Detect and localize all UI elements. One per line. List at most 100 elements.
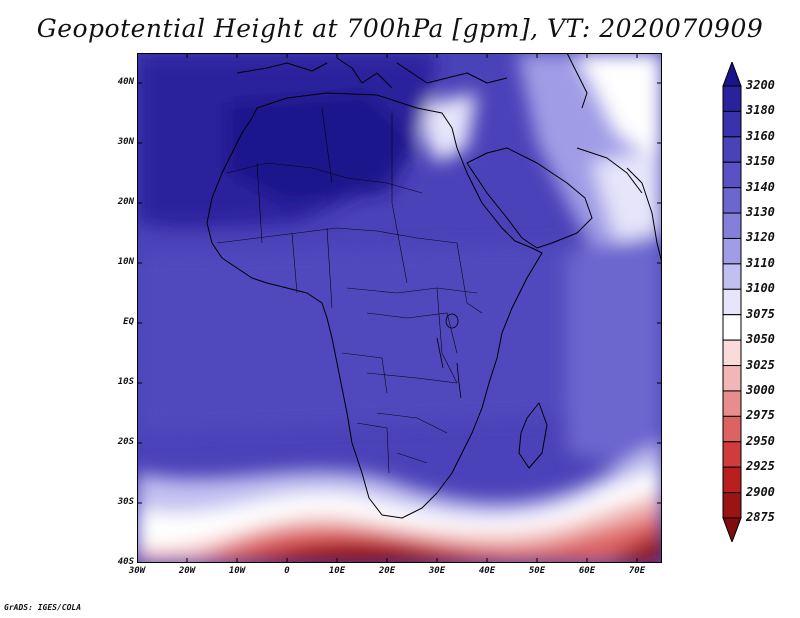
colorbar-level-label: 3050 (746, 332, 775, 347)
coastlines (206, 53, 662, 519)
colorbar-level-label: 2900 (746, 484, 775, 499)
colorbar-level-label: 2950 (746, 433, 775, 448)
colorbar-segment (722, 339, 742, 367)
border-angola (341, 352, 388, 394)
colorbar-level-label: 3150 (746, 154, 775, 169)
colorbar-segment (722, 466, 742, 494)
europe-coast-2 (336, 57, 393, 89)
lat-tick-label: EQ (123, 317, 134, 327)
height-field (137, 53, 662, 563)
lake-victoria (445, 313, 459, 329)
map-frame (137, 53, 662, 563)
country-borders (216, 107, 483, 474)
border-chad-sudan (391, 202, 408, 284)
border-algeria-libya (321, 107, 333, 184)
low-center (267, 548, 467, 563)
lon-tick-label: 0 (284, 566, 290, 576)
colorbar-level-label: 3200 (746, 78, 775, 92)
colorbar-level-label: 3025 (746, 357, 775, 372)
border-drc (366, 312, 458, 354)
colorbar-level-label: 3130 (746, 205, 775, 220)
colorbar-level-label: 3140 (746, 179, 775, 194)
lon-tick-label: 70E (628, 566, 646, 576)
light-zone-iran (577, 53, 662, 163)
tropical-band (137, 243, 662, 433)
high-zone-sahara (227, 93, 417, 203)
colorbar-level-label: 3120 (746, 230, 775, 245)
colorbar-level-label: 3180 (746, 103, 775, 118)
colorbar-level-label: 3000 (746, 382, 775, 397)
lon-tick-label: 10W (228, 566, 246, 576)
lat-tick-label: 30N (117, 137, 134, 147)
border-central (346, 287, 478, 294)
border-east-2 (436, 287, 458, 384)
lon-tick-label: 10E (328, 566, 346, 576)
colorbar-level-label: 3160 (746, 128, 775, 143)
lon-tick-label: 30E (428, 566, 446, 576)
map-canvas (137, 53, 662, 563)
colorbar-segment (722, 441, 742, 468)
colorbar-segment (722, 161, 742, 189)
lake-malawi (456, 362, 462, 399)
border-mali (256, 162, 263, 244)
lon-tick-label: 20E (378, 566, 396, 576)
colorbar-segment (722, 110, 742, 138)
arabia-east (576, 147, 643, 194)
colorbar-segment (722, 187, 742, 214)
lat-tick-label: 20S (117, 437, 134, 447)
border-southern-2 (376, 412, 448, 434)
lon-tick-label: 60E (578, 566, 596, 576)
lakes (436, 313, 462, 399)
colorbar-segment (722, 314, 742, 341)
colorbar-segment (722, 492, 742, 519)
colorbar-segment (722, 237, 742, 265)
border-west-2 (326, 227, 333, 309)
colorbar-segment (722, 288, 742, 316)
colorbar-segment (722, 415, 742, 443)
light-zone-indian-ocean (567, 233, 662, 473)
europe-coast-3 (396, 62, 508, 84)
colorbar-segment (722, 365, 742, 392)
axis-ticks (137, 53, 662, 563)
colorbar-top-arrow (722, 62, 742, 87)
lat-tick-label: 10N (117, 257, 134, 267)
lat-tick-label: 40N (117, 77, 134, 87)
border-east-1 (456, 242, 483, 314)
colorbar-level-label: 2925 (746, 459, 775, 474)
colorbar-segment (722, 212, 742, 239)
border-southern-3 (396, 452, 428, 464)
border-west-1 (291, 232, 298, 294)
border-sahara-north (226, 162, 423, 194)
colorbar-level-label: 3075 (746, 306, 775, 321)
lon-tick-label: 20W (178, 566, 196, 576)
colorbar-bottom-arrow (722, 517, 742, 542)
colorbar-segment (722, 390, 742, 417)
colorbar-level-label: 2875 (746, 510, 775, 524)
colorbar-segment (722, 263, 742, 290)
arabian-coast (466, 147, 593, 249)
lon-tick-label: 40E (478, 566, 496, 576)
colorbar-level-label: 3100 (746, 281, 775, 296)
map-title: Geopotential Height at 700hPa [gpm], VT:… (36, 14, 764, 43)
colorbar-segment (722, 136, 742, 163)
lat-tick-label: 20N (117, 197, 134, 207)
africa-coastline (206, 92, 543, 519)
border-sahel (216, 227, 458, 244)
colorbar-level-label: 3110 (746, 255, 775, 270)
grads-credit: GrADS: IGES/COLA (4, 603, 82, 612)
lon-tick-label: 50E (528, 566, 546, 576)
lake-tanganyika (436, 337, 444, 369)
caspian (566, 53, 588, 109)
colorbar-level-label: 2975 (746, 408, 775, 423)
europe-coast-1 (236, 62, 328, 74)
border-namibia (356, 422, 390, 474)
india-coast (626, 167, 662, 264)
light-zone-east-med (422, 93, 477, 163)
colorbar-segment (722, 85, 742, 112)
lat-tick-label: 40S (117, 557, 134, 567)
lat-tick-label: 30S (117, 497, 134, 507)
band-2900-east (607, 531, 662, 563)
border-southern-1 (366, 372, 458, 384)
madagascar (518, 402, 548, 469)
map-panel (137, 53, 662, 563)
